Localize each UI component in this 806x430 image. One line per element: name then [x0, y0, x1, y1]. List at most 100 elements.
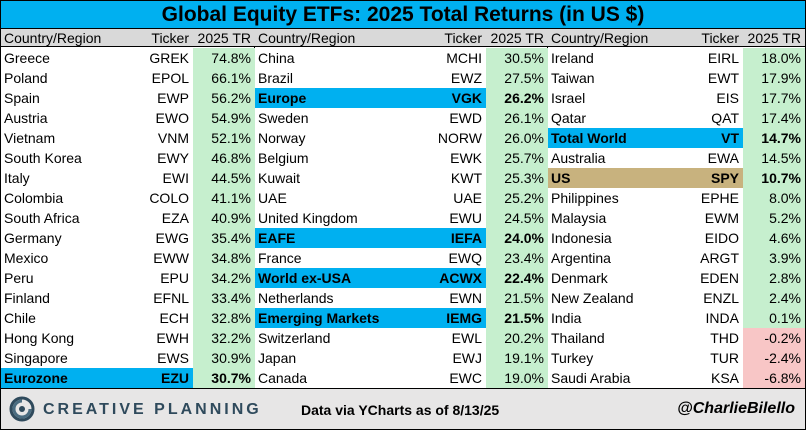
footer: CREATIVE PLANNING Data via YCharts as of…	[1, 388, 805, 429]
ticker-symbol: QAT	[711, 110, 739, 126]
ticker-symbol: EIS	[716, 90, 739, 106]
ticker-symbol: IEMG	[446, 310, 482, 326]
country-name: Switzerland	[258, 330, 331, 346]
ticker-symbol: UAE	[453, 190, 482, 206]
total-return-value: 24.0%	[486, 228, 548, 248]
table-row: South Korea EWY 46.8%	[1, 148, 255, 168]
author-handle: @CharlieBilello	[677, 400, 795, 417]
country-name: Europe	[258, 90, 307, 106]
table-row: Poland EPOL 66.1%	[1, 68, 255, 88]
column-header-tr: 2025 TR	[490, 30, 544, 46]
total-return-value: 25.2%	[486, 188, 548, 208]
total-return-value: 30.7%	[193, 368, 255, 388]
table-row: Hong Kong EWH 32.2%	[1, 328, 255, 348]
total-return-value: 3.9%	[743, 248, 805, 268]
total-return-value: 4.6%	[743, 228, 805, 248]
ticker-symbol: EWA	[707, 150, 739, 166]
country-name: Canada	[258, 370, 308, 386]
country-name: Kuwait	[258, 170, 301, 186]
ticker-symbol: EWL	[451, 330, 482, 346]
total-return-value: 41.1%	[193, 188, 255, 208]
table-row: Norway NORW 26.0%	[255, 128, 548, 148]
total-return-value: 24.5%	[486, 208, 548, 228]
table-row: Kuwait KWT 25.3%	[255, 168, 548, 188]
column-header-ticker: Ticker	[151, 30, 189, 46]
table-row: Thailand THD -0.2%	[548, 328, 805, 348]
country-name: Colombia	[4, 190, 64, 206]
country-name: Chile	[4, 310, 36, 326]
country-name: Vietnam	[4, 130, 56, 146]
total-return-value: 34.2%	[193, 268, 255, 288]
total-return-value: 35.4%	[193, 228, 255, 248]
creative-planning-logo-icon	[9, 396, 35, 422]
column-header-tr: 2025 TR	[197, 30, 251, 46]
total-return-value: 66.1%	[193, 68, 255, 88]
table-row: Denmark EDEN 2.8%	[548, 268, 805, 288]
ticker-symbol: EWK	[450, 150, 482, 166]
table-row: Vietnam VNM 52.1%	[1, 128, 255, 148]
ticker-symbol: EWG	[155, 230, 189, 246]
country-name: Turkey	[551, 350, 594, 366]
ticker-symbol: EWJ	[452, 350, 482, 366]
table-row: Spain EWP 56.2%	[1, 88, 255, 108]
country-name: Austria	[4, 110, 48, 126]
country-name: World ex-USA	[258, 270, 352, 286]
ticker-symbol: COLO	[149, 190, 189, 206]
total-return-value: 21.5%	[486, 288, 548, 308]
total-return-value: 32.8%	[193, 308, 255, 328]
total-return-value: 17.9%	[743, 68, 805, 88]
table-row: Europe VGK 26.2%	[255, 88, 548, 108]
country-name: Thailand	[551, 330, 605, 346]
country-name: Argentina	[551, 250, 611, 266]
table-row: Singapore EWS 30.9%	[1, 348, 255, 368]
table-header-row: Country/Region Ticker 2025 TR	[548, 29, 805, 47]
country-name: Saudi Arabia	[551, 370, 631, 386]
ticker-symbol: EPOL	[151, 70, 189, 86]
total-return-value: 17.7%	[743, 88, 805, 108]
country-name: Netherlands	[258, 290, 334, 306]
country-name: South Korea	[4, 150, 82, 166]
total-return-value: 20.2%	[486, 328, 548, 348]
country-name: France	[258, 250, 302, 266]
ticker-symbol: EWH	[156, 330, 189, 346]
country-name: Malaysia	[551, 210, 607, 226]
total-return-value: -2.4%	[743, 348, 805, 368]
ticker-symbol: EWC	[449, 370, 482, 386]
table-row: Switzerland EWL 20.2%	[255, 328, 548, 348]
table-row: Saudi Arabia KSA -6.8%	[548, 368, 805, 388]
ticker-symbol: EPU	[160, 270, 189, 286]
total-return-value: -0.2%	[743, 328, 805, 348]
ticker-symbol: EWU	[449, 210, 482, 226]
country-name: United Kingdom	[258, 210, 358, 226]
ticker-symbol: EFNL	[153, 290, 189, 306]
table-row: UAE UAE 25.2%	[255, 188, 548, 208]
column-header-country: Country/Region	[258, 30, 356, 46]
ticker-symbol: EWZ	[450, 70, 482, 86]
ticker-symbol: EWY	[157, 150, 189, 166]
total-return-value: 17.4%	[743, 108, 805, 128]
total-return-value: 74.8%	[193, 48, 255, 68]
ticker-symbol: VT	[721, 130, 739, 146]
column-header-country: Country/Region	[551, 30, 649, 46]
ticker-symbol: EWO	[155, 110, 189, 126]
ticker-symbol: EWW	[153, 250, 189, 266]
ticker-symbol: TUR	[710, 350, 739, 366]
total-return-value: 26.1%	[486, 108, 548, 128]
ticker-symbol: GREK	[149, 50, 189, 66]
table-row: US SPY 10.7%	[548, 168, 805, 188]
country-name: Emerging Markets	[258, 310, 380, 326]
table-header-row: Country/Region Ticker 2025 TR	[255, 29, 548, 47]
country-name: Norway	[258, 130, 306, 146]
table-row: United Kingdom EWU 24.5%	[255, 208, 548, 228]
total-return-value: 44.5%	[193, 168, 255, 188]
ticker-symbol: THD	[710, 330, 739, 346]
column-header-ticker: Ticker	[701, 30, 739, 46]
total-return-value: 19.1%	[486, 348, 548, 368]
total-return-value: 25.7%	[486, 148, 548, 168]
ticker-symbol: KSA	[710, 370, 739, 386]
ticker-symbol: ECH	[159, 310, 189, 326]
country-name: Mexico	[4, 250, 49, 266]
country-name: Finland	[4, 290, 50, 306]
country-name: Philippines	[551, 190, 619, 206]
country-name: Indonesia	[551, 230, 612, 246]
